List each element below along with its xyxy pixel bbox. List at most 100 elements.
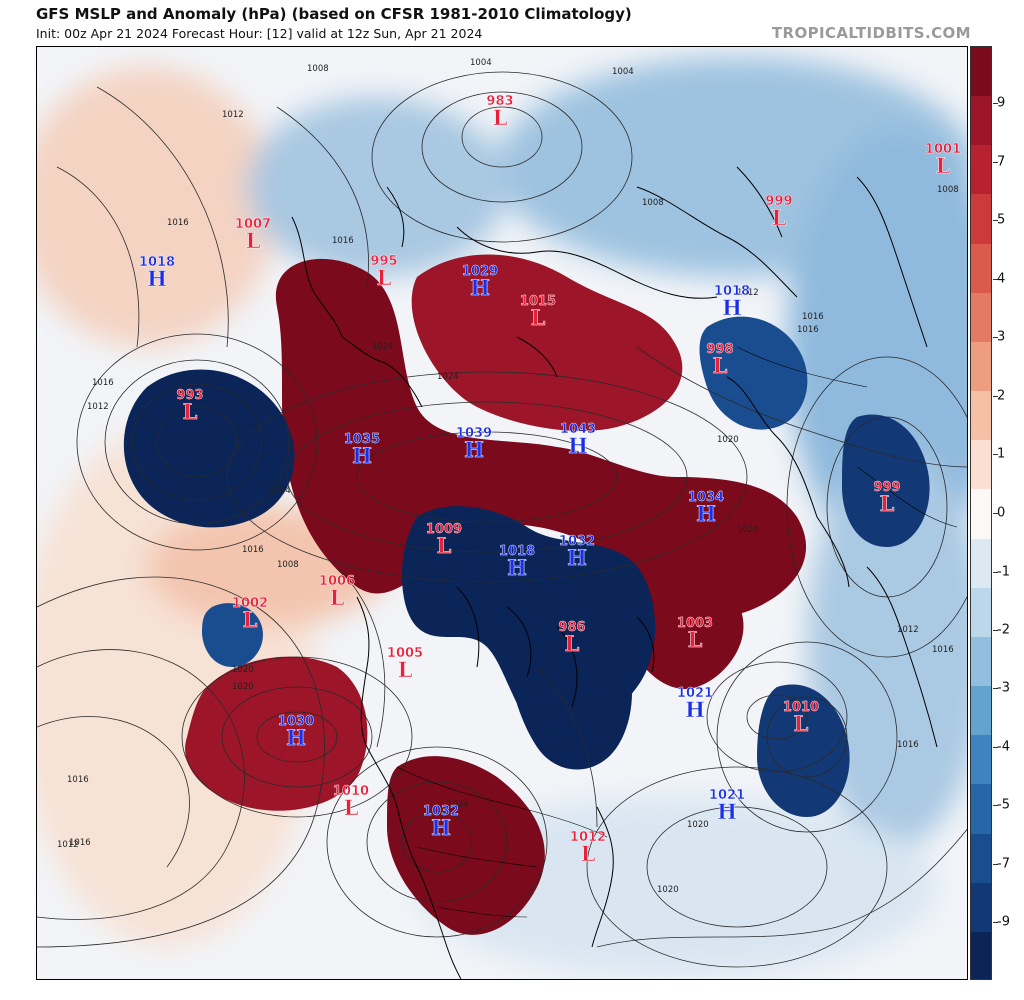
isobar-label: 1012 — [737, 288, 759, 298]
low-atlantic — [757, 684, 850, 817]
pressure-letter: H — [464, 437, 484, 462]
pressure-letter: L — [183, 399, 198, 424]
isobar-label: 1020 — [232, 665, 254, 675]
colorbar-label: -4 — [997, 739, 1010, 755]
pressure-letter: H — [568, 433, 588, 458]
isobar-label: 1016 — [92, 378, 114, 388]
isobar-label: 1016 — [802, 312, 824, 322]
isobar-labels: 1008101210161016100410041008101210161016… — [57, 58, 959, 895]
pressure-value: 999 — [873, 480, 900, 495]
isobar-label: 1016 — [242, 545, 264, 555]
mslp-anomaly-map: 1008 1012 1016 1016 1004 1004 1008 1012 1016 1016… — [36, 46, 968, 980]
colorbar-segment — [971, 784, 991, 835]
coastlines — [291, 166, 938, 979]
pressure-value: 995 — [370, 254, 397, 269]
isobar-label: 1016 — [332, 236, 354, 246]
pressure-value: 1035 — [344, 432, 380, 447]
colorbar-label: 1 — [997, 446, 1006, 462]
colorbar-segment — [971, 341, 991, 393]
colorbar-segment — [971, 440, 991, 491]
pressure-value: 993 — [176, 388, 203, 403]
pressure-letter: H — [352, 443, 372, 468]
colorbar-label: -3 — [997, 680, 1010, 696]
isobar-label: 1008 — [642, 198, 664, 208]
colorbar-label: 5 — [997, 212, 1006, 228]
pressure-letter: L — [794, 711, 809, 736]
pressure-value: 1032 — [559, 534, 595, 549]
colorbar-segment — [971, 735, 991, 786]
colorbar-label: -7 — [997, 856, 1010, 872]
anomaly-field — [37, 57, 967, 977]
colorbar-segment — [971, 391, 991, 442]
colorbar-tick — [993, 805, 998, 806]
colorbar-tick — [993, 220, 998, 221]
isobar-label: 1008 — [277, 560, 299, 570]
colorbar-label: 9 — [997, 95, 1006, 111]
colorbar-segment — [971, 636, 991, 688]
colorbar-label: 0 — [997, 505, 1006, 521]
isobar-label: 1020 — [687, 820, 709, 830]
pressure-letter: H — [147, 266, 167, 291]
colorbar-tick — [993, 864, 998, 865]
pressure-letter: L — [377, 265, 392, 290]
isobar-label: 1016 — [167, 218, 189, 228]
pressure-letter: L — [437, 533, 452, 558]
isobar-label: 1008 — [937, 185, 959, 195]
isobar-label: 1012 — [897, 625, 919, 635]
ridge-ne-pacific — [185, 656, 368, 811]
low-aleutian-small — [202, 603, 263, 667]
isobar-label: 1024 — [447, 800, 469, 810]
colorbar-segment — [971, 489, 991, 540]
colorbar-segment — [971, 47, 991, 98]
colorbar-tick — [993, 630, 998, 631]
ridge-east-canada — [625, 575, 744, 689]
pressure-value: 1006 — [319, 574, 355, 589]
colorbar-segment — [971, 587, 991, 638]
isobar-label: 1024 — [437, 372, 459, 382]
pressure-value: 1001 — [925, 142, 961, 157]
pressure-letter: H — [722, 295, 742, 320]
pressure-value: 1015 — [520, 294, 556, 309]
colorbar-segment — [971, 145, 991, 196]
pressure-letter: L — [246, 228, 261, 253]
colorbar-tick — [993, 572, 998, 573]
pressure-value: 1003 — [677, 616, 713, 631]
pressure-letter: L — [713, 353, 728, 378]
pressure-value: 1021 — [677, 686, 713, 701]
pressure-letter: L — [344, 795, 359, 820]
trough-hudson — [508, 601, 632, 770]
colorbar-label: -1 — [997, 564, 1010, 580]
pressure-letter: L — [398, 657, 413, 682]
colorbar-tick — [993, 162, 998, 163]
chart-title: GFS MSLP and Anomaly (hPa) (based on CFS… — [36, 5, 632, 23]
colorbar-segment — [971, 931, 991, 979]
pressure-letter: L — [936, 153, 951, 178]
pressure-value: 1018 — [139, 255, 175, 270]
colorbar-tick — [993, 513, 998, 514]
pressure-value: 1021 — [709, 788, 745, 803]
colorbar-segment — [971, 292, 991, 343]
pressure-value: 1039 — [456, 426, 492, 441]
pressure-value: 1010 — [333, 784, 369, 799]
pressure-value: 1007 — [235, 217, 271, 232]
pressure-letter: H — [431, 815, 451, 840]
isobar-label: 1012 — [87, 402, 109, 412]
pressure-value: 1012 — [570, 830, 606, 845]
pressure-value: 999 — [765, 194, 792, 209]
pressure-value: 1029 — [462, 264, 498, 279]
isobar-label: 1004 — [612, 67, 634, 77]
